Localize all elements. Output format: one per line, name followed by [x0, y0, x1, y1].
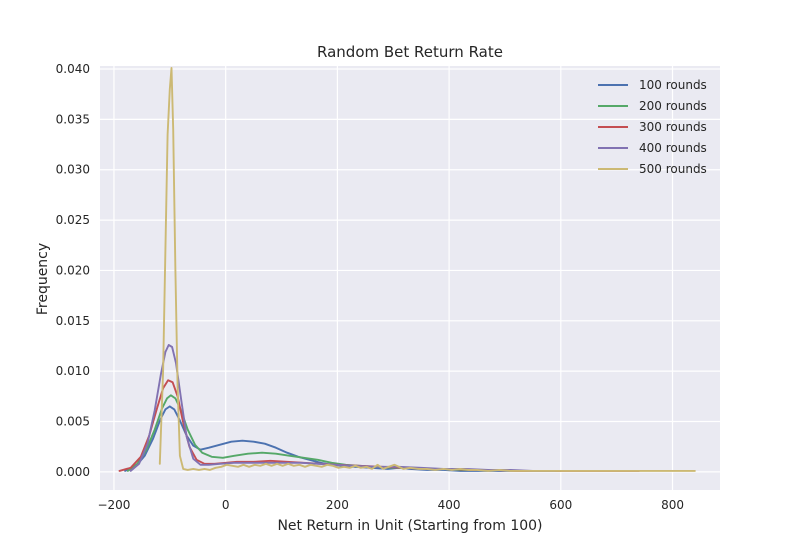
- y-tick-label: 0.015: [56, 314, 90, 328]
- series-line-5: [158, 67, 696, 472]
- y-tick-label: 0.010: [56, 364, 90, 378]
- legend-label-2: 200 rounds: [639, 99, 707, 113]
- plot-background: [100, 66, 720, 490]
- y-axis-label: Frequency: [35, 243, 51, 315]
- series-layer: [118, 67, 696, 472]
- x-tick-labels: −200 0 200 400 600 800: [97, 498, 683, 512]
- x-tick-label: 600: [549, 498, 572, 512]
- legend-label-1: 100 rounds: [639, 78, 707, 92]
- x-tick-label: −200: [97, 498, 130, 512]
- x-tick-label: 200: [326, 498, 349, 512]
- x-axis-label: Net Return in Unit (Starting from 100): [277, 518, 542, 534]
- x-tick-label: 800: [661, 498, 684, 512]
- y-tick-label: 0.005: [56, 415, 90, 429]
- y-tick-label: 0.035: [56, 112, 90, 126]
- y-tick-label: 0.040: [56, 62, 90, 76]
- legend-label-5: 500 rounds: [639, 162, 707, 176]
- legend-label-3: 300 rounds: [639, 120, 707, 134]
- chart-title: Random Bet Return Rate: [317, 43, 503, 61]
- y-tick-labels: 0.000 0.005 0.010 0.015 0.020 0.025 0.030 0.035…: [56, 62, 90, 479]
- legend: 100 rounds 200 rounds 300 rounds 400 rounds…: [598, 78, 707, 176]
- y-tick-label: 0.025: [56, 213, 90, 227]
- y-tick-label: 0.030: [56, 163, 90, 177]
- y-tick-label: 0.020: [56, 263, 90, 277]
- legend-label-4: 400 rounds: [639, 141, 707, 155]
- x-tick-label: 400: [438, 498, 461, 512]
- x-tick-label: 0: [222, 498, 230, 512]
- y-tick-label: 0.000: [56, 465, 90, 479]
